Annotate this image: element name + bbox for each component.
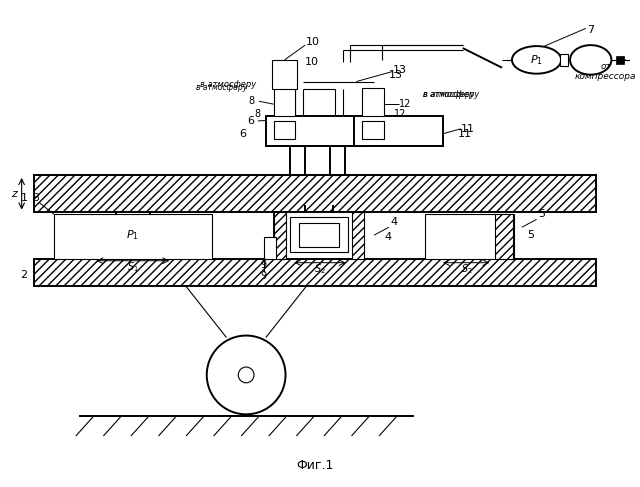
Bar	[272, 60, 298, 90]
Text: 5: 5	[538, 209, 545, 220]
Text: 10: 10	[305, 57, 319, 67]
Bar	[274, 212, 364, 259]
Bar	[293, 146, 302, 175]
Bar	[353, 212, 364, 259]
Text: $P_1$: $P_1$	[127, 228, 140, 242]
Text: от
компрессора: от компрессора	[575, 62, 636, 81]
Text: 1: 1	[20, 193, 28, 203]
Text: 13: 13	[389, 70, 403, 80]
Bar	[362, 89, 384, 116]
Bar	[362, 121, 384, 139]
Text: 6: 6	[248, 116, 255, 126]
Text: $S_1$: $S_1$	[127, 260, 139, 274]
Text: 6: 6	[239, 129, 246, 139]
Bar	[300, 224, 339, 247]
Bar	[560, 54, 568, 66]
Bar	[333, 146, 342, 175]
Text: 9: 9	[260, 260, 267, 270]
Text: 5: 5	[527, 230, 534, 240]
Bar	[266, 116, 364, 146]
Text: 12: 12	[394, 109, 406, 119]
Text: 3: 3	[32, 193, 39, 203]
Circle shape	[238, 367, 254, 383]
Bar	[274, 212, 285, 259]
Bar	[616, 56, 624, 64]
Bar	[264, 237, 276, 259]
Bar	[426, 214, 514, 259]
Text: 9: 9	[260, 271, 267, 281]
Text: $S_2$: $S_2$	[314, 262, 326, 276]
Text: z: z	[11, 189, 17, 199]
Text: 4: 4	[384, 232, 391, 242]
Text: $P_1$: $P_1$	[530, 53, 543, 67]
Text: в атмосферу: в атмосферу	[423, 90, 479, 99]
Bar	[291, 146, 305, 175]
Text: 11: 11	[458, 129, 472, 139]
Ellipse shape	[512, 46, 561, 74]
Text: 13: 13	[393, 65, 406, 75]
Text: в атмосферу: в атмосферу	[423, 90, 475, 99]
Bar	[274, 89, 295, 116]
Bar	[274, 121, 295, 139]
Text: 8: 8	[255, 109, 261, 119]
Bar	[35, 175, 596, 212]
Text: 12: 12	[399, 99, 412, 109]
Bar	[330, 146, 344, 175]
Text: 7: 7	[587, 25, 595, 36]
Text: Фиг.1: Фиг.1	[296, 459, 333, 472]
Text: 4: 4	[390, 217, 397, 227]
Text: в атмосферу: в атмосферу	[196, 83, 247, 92]
Ellipse shape	[570, 45, 611, 75]
Bar	[54, 214, 212, 259]
Bar	[355, 116, 443, 146]
Bar	[495, 214, 513, 259]
Text: 2: 2	[20, 269, 28, 280]
Bar	[291, 217, 348, 252]
Text: в атмосферу: в атмосферу	[200, 80, 257, 89]
Text: 10: 10	[306, 37, 320, 47]
Text: $S_2$: $S_2$	[461, 262, 472, 276]
Bar	[35, 259, 596, 286]
Circle shape	[207, 336, 285, 414]
Text: 11: 11	[461, 124, 475, 134]
Text: 8: 8	[248, 96, 254, 106]
